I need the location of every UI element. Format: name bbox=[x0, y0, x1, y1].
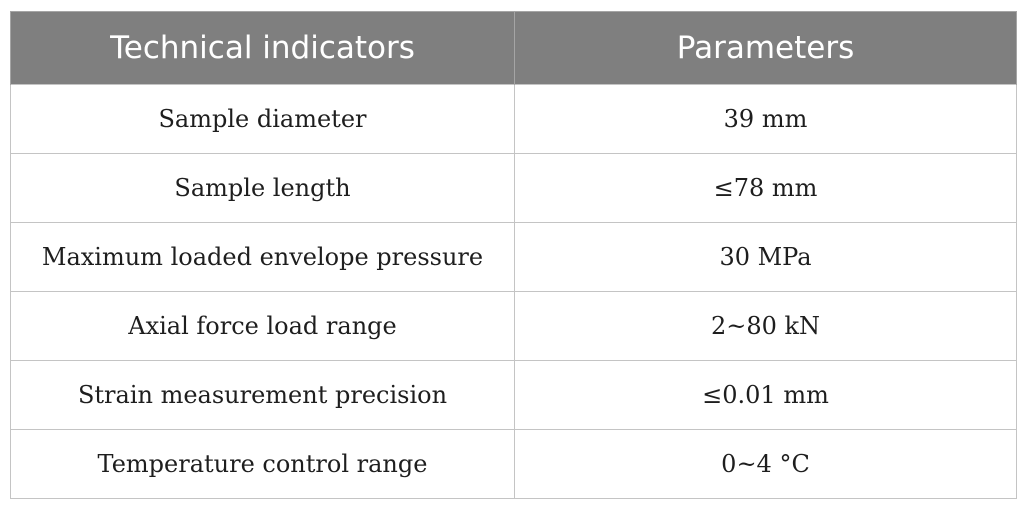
table-row: Strain measurement precision ≤0.01 mm bbox=[10, 360, 1017, 430]
parameter-cell: ≤78 mm bbox=[514, 153, 1017, 223]
header-parameters: Parameters bbox=[514, 11, 1017, 85]
indicator-cell: Sample diameter bbox=[10, 84, 515, 154]
table-row: Axial force load range 2~80 kN bbox=[10, 291, 1017, 361]
table-header: Technical indicators Parameters bbox=[10, 11, 1017, 85]
spec-table-container: Technical indicators Parameters Sample d… bbox=[10, 11, 1017, 499]
table-row: Sample diameter 39 mm bbox=[10, 84, 1017, 154]
parameter-cell: 39 mm bbox=[514, 84, 1017, 154]
indicator-cell: Strain measurement precision bbox=[10, 360, 515, 430]
table-row: Sample length ≤78 mm bbox=[10, 153, 1017, 223]
spec-table: Technical indicators Parameters Sample d… bbox=[10, 11, 1017, 499]
table-row: Maximum loaded envelope pressure 30 MPa bbox=[10, 222, 1017, 292]
parameter-cell: 2~80 kN bbox=[514, 291, 1017, 361]
table-row: Temperature control range 0~4 °C bbox=[10, 429, 1017, 499]
indicator-cell: Axial force load range bbox=[10, 291, 515, 361]
table-body: Sample diameter 39 mm Sample length ≤78 … bbox=[10, 84, 1017, 499]
parameter-cell: 30 MPa bbox=[514, 222, 1017, 292]
indicator-cell: Temperature control range bbox=[10, 429, 515, 499]
parameter-cell: ≤0.01 mm bbox=[514, 360, 1017, 430]
header-row: Technical indicators Parameters bbox=[10, 11, 1017, 85]
indicator-cell: Maximum loaded envelope pressure bbox=[10, 222, 515, 292]
parameter-cell: 0~4 °C bbox=[514, 429, 1017, 499]
indicator-cell: Sample length bbox=[10, 153, 515, 223]
header-technical-indicators: Technical indicators bbox=[10, 11, 515, 85]
